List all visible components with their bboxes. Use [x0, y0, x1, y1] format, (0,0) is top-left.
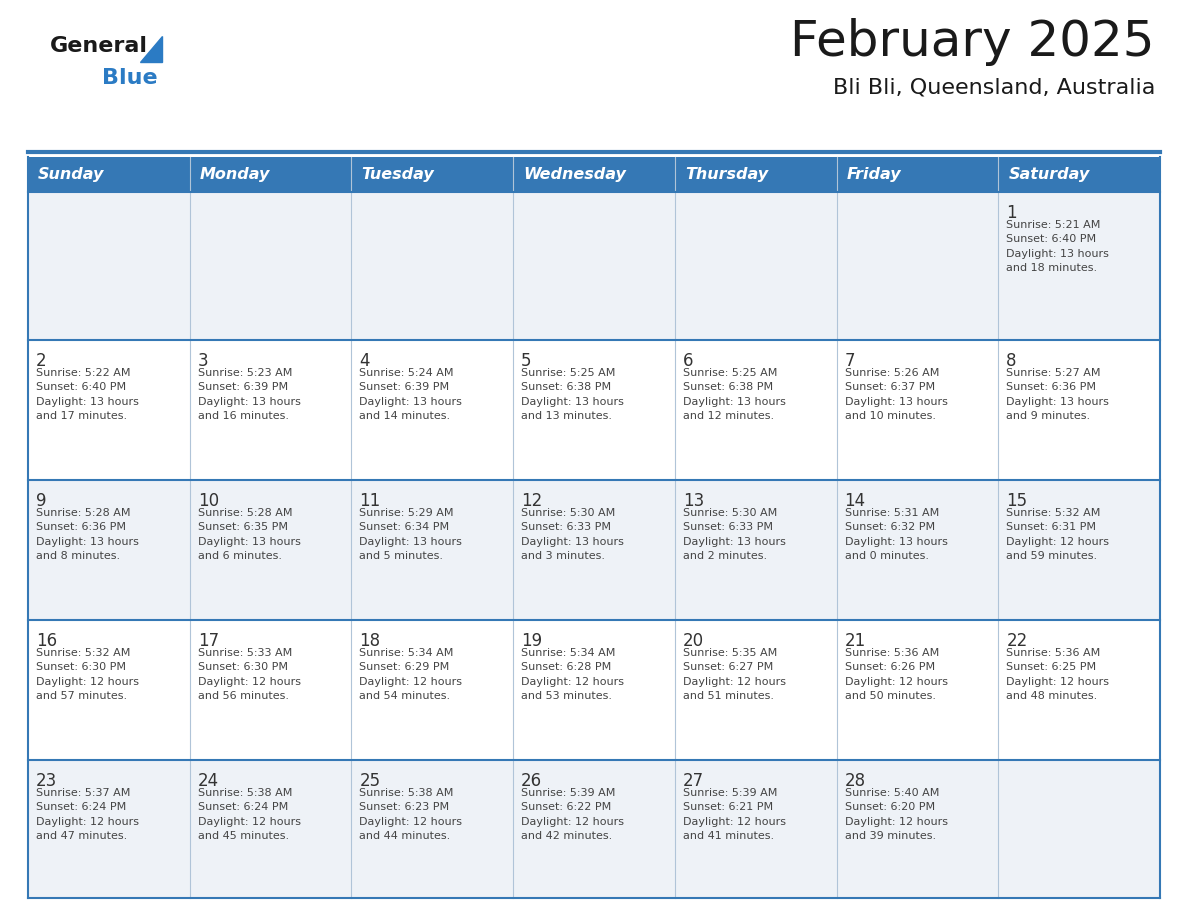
- Text: 22: 22: [1006, 632, 1028, 650]
- Text: Sunrise: 5:32 AM
Sunset: 6:31 PM
Daylight: 12 hours
and 59 minutes.: Sunrise: 5:32 AM Sunset: 6:31 PM Dayligh…: [1006, 508, 1110, 561]
- Text: 14: 14: [845, 492, 866, 510]
- Text: Sunrise: 5:32 AM
Sunset: 6:30 PM
Daylight: 12 hours
and 57 minutes.: Sunrise: 5:32 AM Sunset: 6:30 PM Dayligh…: [36, 648, 139, 701]
- Text: Sunrise: 5:29 AM
Sunset: 6:34 PM
Daylight: 13 hours
and 5 minutes.: Sunrise: 5:29 AM Sunset: 6:34 PM Dayligh…: [360, 508, 462, 561]
- Text: 13: 13: [683, 492, 704, 510]
- Bar: [29, 192, 1159, 340]
- Text: 27: 27: [683, 772, 704, 790]
- Text: Sunrise: 5:33 AM
Sunset: 6:30 PM
Daylight: 12 hours
and 56 minutes.: Sunrise: 5:33 AM Sunset: 6:30 PM Dayligh…: [197, 648, 301, 701]
- Text: Sunrise: 5:37 AM
Sunset: 6:24 PM
Daylight: 12 hours
and 47 minutes.: Sunrise: 5:37 AM Sunset: 6:24 PM Dayligh…: [36, 788, 139, 841]
- Bar: [29, 480, 1159, 620]
- Text: Sunrise: 5:35 AM
Sunset: 6:27 PM
Daylight: 12 hours
and 51 minutes.: Sunrise: 5:35 AM Sunset: 6:27 PM Dayligh…: [683, 648, 785, 701]
- Text: Sunrise: 5:30 AM
Sunset: 6:33 PM
Daylight: 13 hours
and 2 minutes.: Sunrise: 5:30 AM Sunset: 6:33 PM Dayligh…: [683, 508, 785, 561]
- Text: 17: 17: [197, 632, 219, 650]
- Text: 3: 3: [197, 352, 208, 370]
- Text: 23: 23: [36, 772, 57, 790]
- Text: Sunrise: 5:22 AM
Sunset: 6:40 PM
Daylight: 13 hours
and 17 minutes.: Sunrise: 5:22 AM Sunset: 6:40 PM Dayligh…: [36, 368, 139, 421]
- Bar: [29, 340, 1159, 480]
- Text: 25: 25: [360, 772, 380, 790]
- Text: Monday: Monday: [200, 167, 270, 182]
- Text: Thursday: Thursday: [684, 167, 767, 182]
- Text: 18: 18: [360, 632, 380, 650]
- Text: 16: 16: [36, 632, 57, 650]
- Text: 7: 7: [845, 352, 855, 370]
- Text: Sunrise: 5:34 AM
Sunset: 6:29 PM
Daylight: 12 hours
and 54 minutes.: Sunrise: 5:34 AM Sunset: 6:29 PM Dayligh…: [360, 648, 462, 701]
- Bar: [29, 620, 1159, 760]
- Text: Sunrise: 5:34 AM
Sunset: 6:28 PM
Daylight: 12 hours
and 53 minutes.: Sunrise: 5:34 AM Sunset: 6:28 PM Dayligh…: [522, 648, 624, 701]
- Text: 24: 24: [197, 772, 219, 790]
- Text: Sunrise: 5:25 AM
Sunset: 6:38 PM
Daylight: 13 hours
and 12 minutes.: Sunrise: 5:25 AM Sunset: 6:38 PM Dayligh…: [683, 368, 785, 421]
- Text: Sunrise: 5:36 AM
Sunset: 6:25 PM
Daylight: 12 hours
and 48 minutes.: Sunrise: 5:36 AM Sunset: 6:25 PM Dayligh…: [1006, 648, 1110, 701]
- Text: Sunrise: 5:23 AM
Sunset: 6:39 PM
Daylight: 13 hours
and 16 minutes.: Sunrise: 5:23 AM Sunset: 6:39 PM Dayligh…: [197, 368, 301, 421]
- Text: Sunday: Sunday: [38, 167, 105, 182]
- Text: Sunrise: 5:24 AM
Sunset: 6:39 PM
Daylight: 13 hours
and 14 minutes.: Sunrise: 5:24 AM Sunset: 6:39 PM Dayligh…: [360, 368, 462, 421]
- Text: Sunrise: 5:38 AM
Sunset: 6:23 PM
Daylight: 12 hours
and 44 minutes.: Sunrise: 5:38 AM Sunset: 6:23 PM Dayligh…: [360, 788, 462, 841]
- Text: Wednesday: Wednesday: [523, 167, 626, 182]
- Text: Saturday: Saturday: [1009, 167, 1089, 182]
- Text: Friday: Friday: [847, 167, 902, 182]
- Text: 11: 11: [360, 492, 380, 510]
- Bar: [29, 157, 1159, 192]
- Text: Sunrise: 5:27 AM
Sunset: 6:36 PM
Daylight: 13 hours
and 9 minutes.: Sunrise: 5:27 AM Sunset: 6:36 PM Dayligh…: [1006, 368, 1110, 421]
- Text: February 2025: February 2025: [790, 18, 1155, 66]
- Text: 6: 6: [683, 352, 694, 370]
- Text: Bli Bli, Queensland, Australia: Bli Bli, Queensland, Australia: [833, 78, 1155, 98]
- Text: 4: 4: [360, 352, 369, 370]
- Text: 20: 20: [683, 632, 704, 650]
- Text: 2: 2: [36, 352, 46, 370]
- Text: Tuesday: Tuesday: [361, 167, 434, 182]
- Text: 9: 9: [36, 492, 46, 510]
- Text: Blue: Blue: [102, 68, 158, 88]
- Text: General: General: [50, 36, 148, 56]
- Text: Sunrise: 5:39 AM
Sunset: 6:21 PM
Daylight: 12 hours
and 41 minutes.: Sunrise: 5:39 AM Sunset: 6:21 PM Dayligh…: [683, 788, 785, 841]
- Text: 15: 15: [1006, 492, 1028, 510]
- Text: 12: 12: [522, 492, 543, 510]
- Text: Sunrise: 5:25 AM
Sunset: 6:38 PM
Daylight: 13 hours
and 13 minutes.: Sunrise: 5:25 AM Sunset: 6:38 PM Dayligh…: [522, 368, 624, 421]
- Text: 10: 10: [197, 492, 219, 510]
- Text: 28: 28: [845, 772, 866, 790]
- Text: 26: 26: [522, 772, 542, 790]
- Text: Sunrise: 5:39 AM
Sunset: 6:22 PM
Daylight: 12 hours
and 42 minutes.: Sunrise: 5:39 AM Sunset: 6:22 PM Dayligh…: [522, 788, 624, 841]
- Text: 19: 19: [522, 632, 542, 650]
- Bar: [29, 760, 1159, 898]
- Text: Sunrise: 5:28 AM
Sunset: 6:35 PM
Daylight: 13 hours
and 6 minutes.: Sunrise: 5:28 AM Sunset: 6:35 PM Dayligh…: [197, 508, 301, 561]
- Text: 8: 8: [1006, 352, 1017, 370]
- Text: Sunrise: 5:31 AM
Sunset: 6:32 PM
Daylight: 13 hours
and 0 minutes.: Sunrise: 5:31 AM Sunset: 6:32 PM Dayligh…: [845, 508, 948, 561]
- Text: Sunrise: 5:26 AM
Sunset: 6:37 PM
Daylight: 13 hours
and 10 minutes.: Sunrise: 5:26 AM Sunset: 6:37 PM Dayligh…: [845, 368, 948, 421]
- Text: 21: 21: [845, 632, 866, 650]
- Text: 1: 1: [1006, 204, 1017, 222]
- Text: Sunrise: 5:30 AM
Sunset: 6:33 PM
Daylight: 13 hours
and 3 minutes.: Sunrise: 5:30 AM Sunset: 6:33 PM Dayligh…: [522, 508, 624, 561]
- Text: Sunrise: 5:38 AM
Sunset: 6:24 PM
Daylight: 12 hours
and 45 minutes.: Sunrise: 5:38 AM Sunset: 6:24 PM Dayligh…: [197, 788, 301, 841]
- Text: Sunrise: 5:21 AM
Sunset: 6:40 PM
Daylight: 13 hours
and 18 minutes.: Sunrise: 5:21 AM Sunset: 6:40 PM Dayligh…: [1006, 220, 1110, 274]
- Text: Sunrise: 5:40 AM
Sunset: 6:20 PM
Daylight: 12 hours
and 39 minutes.: Sunrise: 5:40 AM Sunset: 6:20 PM Dayligh…: [845, 788, 948, 841]
- Text: 5: 5: [522, 352, 532, 370]
- Text: Sunrise: 5:28 AM
Sunset: 6:36 PM
Daylight: 13 hours
and 8 minutes.: Sunrise: 5:28 AM Sunset: 6:36 PM Dayligh…: [36, 508, 139, 561]
- Text: Sunrise: 5:36 AM
Sunset: 6:26 PM
Daylight: 12 hours
and 50 minutes.: Sunrise: 5:36 AM Sunset: 6:26 PM Dayligh…: [845, 648, 948, 701]
- Polygon shape: [140, 36, 162, 62]
